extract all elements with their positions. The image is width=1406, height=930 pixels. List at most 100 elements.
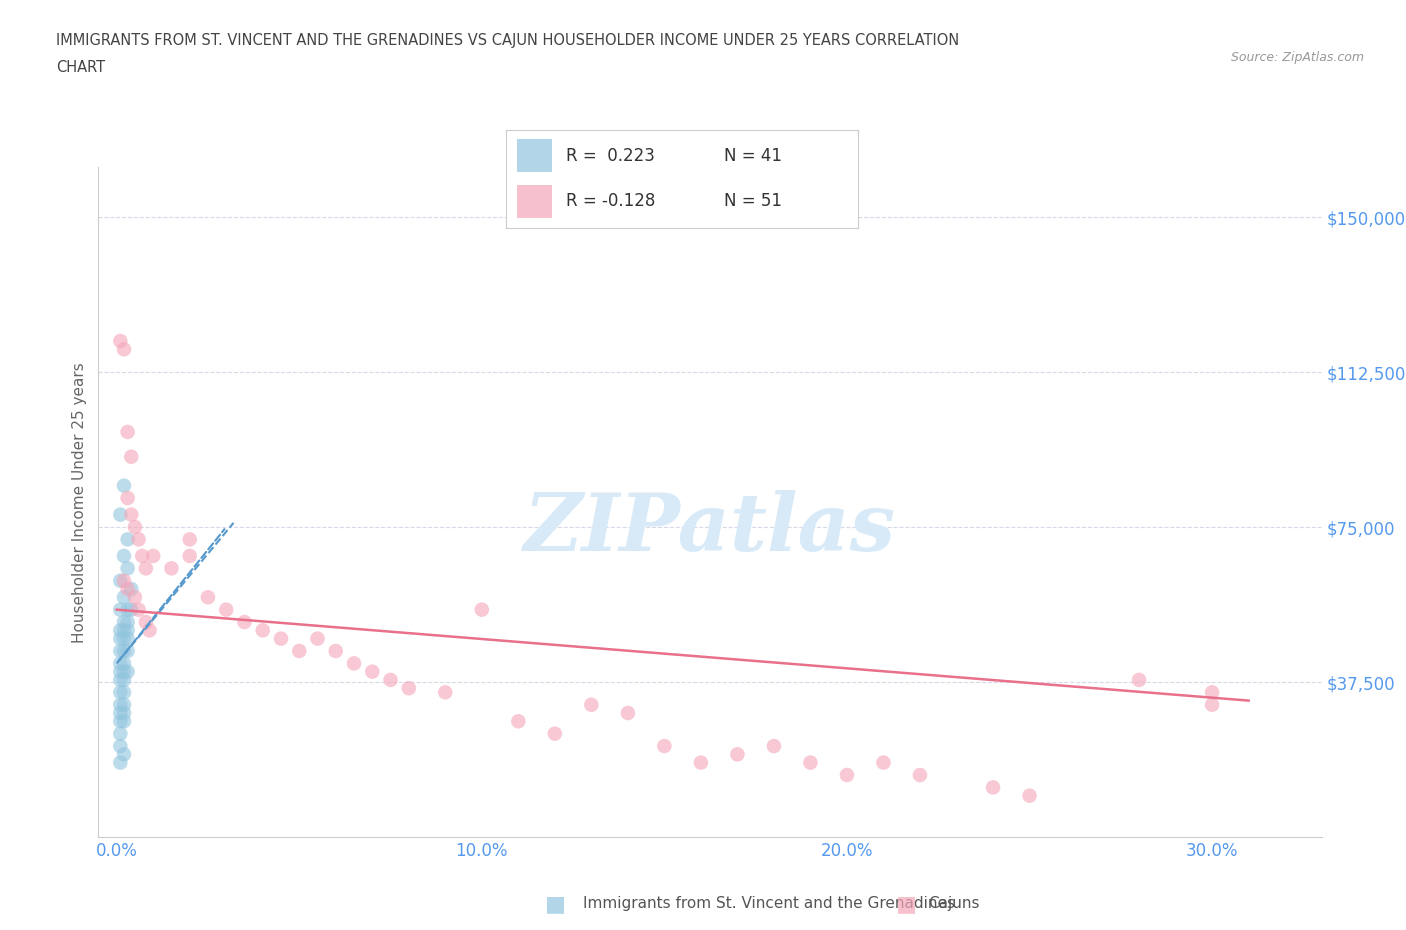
Point bbox=[131, 549, 153, 564]
Text: R = -0.128: R = -0.128 bbox=[565, 193, 655, 210]
Point bbox=[908, 767, 931, 782]
Text: Cajuns: Cajuns bbox=[928, 897, 980, 911]
Point bbox=[117, 644, 139, 658]
Point bbox=[398, 681, 420, 696]
Point bbox=[112, 747, 135, 762]
Point bbox=[110, 726, 132, 741]
Point bbox=[112, 590, 135, 604]
Point bbox=[179, 549, 201, 564]
Point bbox=[110, 714, 132, 729]
Text: N = 41: N = 41 bbox=[724, 147, 782, 165]
Point bbox=[617, 706, 640, 721]
Point bbox=[117, 603, 139, 618]
Point bbox=[544, 726, 567, 741]
Point bbox=[128, 603, 150, 618]
Point bbox=[112, 664, 135, 679]
Point bbox=[112, 631, 135, 646]
Point bbox=[110, 664, 132, 679]
Point bbox=[112, 698, 135, 712]
Point bbox=[112, 714, 135, 729]
Point bbox=[325, 644, 347, 658]
Point bbox=[117, 491, 139, 506]
FancyBboxPatch shape bbox=[517, 139, 551, 172]
Text: ■: ■ bbox=[546, 894, 565, 914]
Point bbox=[117, 532, 139, 547]
Point bbox=[120, 581, 142, 596]
Point bbox=[112, 549, 135, 564]
Point bbox=[110, 672, 132, 687]
Point bbox=[112, 684, 135, 699]
Point bbox=[380, 672, 402, 687]
Point bbox=[135, 561, 157, 576]
Point bbox=[112, 573, 135, 588]
Point bbox=[233, 615, 256, 630]
Point bbox=[117, 623, 139, 638]
Point bbox=[117, 631, 139, 646]
Point bbox=[799, 755, 821, 770]
Point bbox=[725, 747, 748, 762]
Point bbox=[112, 672, 135, 687]
Point bbox=[117, 561, 139, 576]
Point bbox=[343, 656, 366, 671]
Point bbox=[142, 549, 165, 564]
Point bbox=[117, 615, 139, 630]
Text: ZIPatlas: ZIPatlas bbox=[524, 490, 896, 567]
Point bbox=[128, 532, 150, 547]
Point bbox=[112, 623, 135, 638]
Point bbox=[117, 424, 139, 439]
Point bbox=[981, 780, 1004, 795]
Point bbox=[179, 532, 201, 547]
Point bbox=[117, 581, 139, 596]
Point bbox=[361, 664, 384, 679]
Point bbox=[1018, 789, 1040, 804]
Point bbox=[110, 755, 132, 770]
Point bbox=[112, 644, 135, 658]
Point bbox=[690, 755, 713, 770]
Text: Source: ZipAtlas.com: Source: ZipAtlas.com bbox=[1230, 51, 1364, 64]
Point bbox=[434, 684, 457, 699]
Point bbox=[110, 698, 132, 712]
Point bbox=[508, 714, 530, 729]
Text: IMMIGRANTS FROM ST. VINCENT AND THE GRENADINES VS CAJUN HOUSEHOLDER INCOME UNDER: IMMIGRANTS FROM ST. VINCENT AND THE GREN… bbox=[56, 33, 959, 47]
Point bbox=[197, 590, 219, 604]
Point bbox=[120, 449, 142, 464]
Text: R =  0.223: R = 0.223 bbox=[565, 147, 655, 165]
Point bbox=[124, 590, 146, 604]
Point bbox=[872, 755, 894, 770]
Point bbox=[110, 603, 132, 618]
Point bbox=[110, 738, 132, 753]
FancyBboxPatch shape bbox=[517, 185, 551, 219]
Text: CHART: CHART bbox=[56, 60, 105, 75]
Point bbox=[112, 342, 135, 357]
Point bbox=[110, 623, 132, 638]
Point bbox=[112, 615, 135, 630]
Point bbox=[112, 706, 135, 721]
Point bbox=[1201, 698, 1223, 712]
Y-axis label: Householder Income Under 25 years: Householder Income Under 25 years bbox=[72, 362, 87, 643]
Point bbox=[252, 623, 274, 638]
Point bbox=[110, 334, 132, 349]
Point bbox=[581, 698, 603, 712]
Point bbox=[110, 644, 132, 658]
Text: Immigrants from St. Vincent and the Grenadines: Immigrants from St. Vincent and the Gren… bbox=[583, 897, 956, 911]
Point bbox=[110, 706, 132, 721]
Point bbox=[762, 738, 785, 753]
Point bbox=[120, 507, 142, 522]
Point bbox=[112, 478, 135, 493]
Point bbox=[1128, 672, 1150, 687]
Point bbox=[112, 656, 135, 671]
Text: N = 51: N = 51 bbox=[724, 193, 782, 210]
Point bbox=[307, 631, 329, 646]
Point bbox=[110, 507, 132, 522]
Point bbox=[654, 738, 676, 753]
Point bbox=[110, 656, 132, 671]
Text: ■: ■ bbox=[897, 894, 917, 914]
Point bbox=[138, 623, 160, 638]
Point bbox=[110, 631, 132, 646]
Point bbox=[835, 767, 858, 782]
Point bbox=[215, 603, 238, 618]
Point bbox=[270, 631, 292, 646]
Point bbox=[120, 603, 142, 618]
Point bbox=[110, 573, 132, 588]
Point bbox=[117, 664, 139, 679]
